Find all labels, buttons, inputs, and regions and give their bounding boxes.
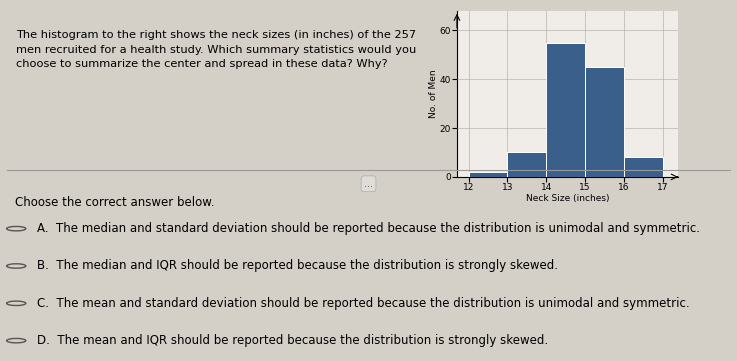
Text: The histogram to the right shows the neck sizes (in inches) of the 257
men recru: The histogram to the right shows the nec… <box>16 30 416 69</box>
Text: B.  The median and IQR should be reported because the distribution is strongly s: B. The median and IQR should be reported… <box>37 260 558 273</box>
Bar <box>469 172 507 177</box>
Bar <box>546 43 585 177</box>
Text: ...: ... <box>364 179 373 189</box>
Bar <box>585 67 624 177</box>
Y-axis label: No. of Men: No. of Men <box>429 70 438 118</box>
Text: Choose the correct answer below.: Choose the correct answer below. <box>15 196 214 209</box>
Text: A.  The median and standard deviation should be reported because the distributio: A. The median and standard deviation sho… <box>37 222 700 235</box>
Text: D.  The mean and IQR should be reported because the distribution is strongly ske: D. The mean and IQR should be reported b… <box>37 334 548 347</box>
Text: C.  The mean and standard deviation should be reported because the distribution : C. The mean and standard deviation shoul… <box>37 297 690 310</box>
Bar <box>624 157 663 177</box>
X-axis label: Neck Size (inches): Neck Size (inches) <box>525 193 609 203</box>
Bar <box>507 152 546 177</box>
